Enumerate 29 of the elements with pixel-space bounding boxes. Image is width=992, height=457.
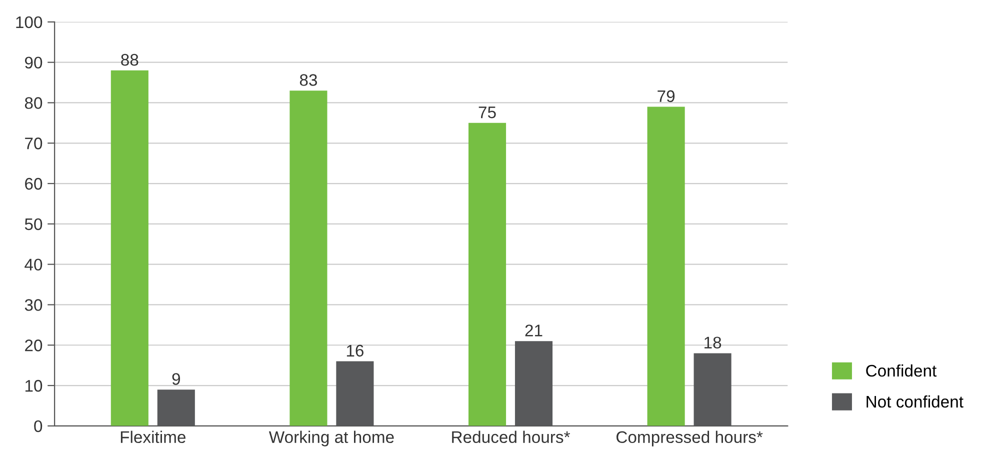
y-tick-label: 40 xyxy=(24,258,42,271)
y-tick-label: 90 xyxy=(25,56,42,69)
y-tick-label: 30 xyxy=(24,299,42,311)
data-label: 75 xyxy=(478,106,496,118)
x-tick-label: Reduced hours* xyxy=(452,430,570,444)
y-tick-label: 70 xyxy=(25,138,42,150)
x-tick-label: Working at home xyxy=(268,430,394,446)
x-tick-label: Flexitime xyxy=(120,430,186,444)
legend-label: Not confident xyxy=(866,395,964,408)
x-tick-label: Compressed hours* xyxy=(616,430,763,446)
y-tick-label: 60 xyxy=(25,178,42,190)
data-label: 9 xyxy=(172,373,180,385)
y-tick-label: 100 xyxy=(16,16,42,28)
y-tick-label: 50 xyxy=(24,218,42,230)
bar xyxy=(290,90,328,426)
data-label: 16 xyxy=(346,344,364,357)
data-label: 21 xyxy=(525,324,542,336)
y-tick-label: 80 xyxy=(24,97,42,109)
y-tick-label: 20 xyxy=(25,340,42,352)
data-label: 18 xyxy=(704,336,722,349)
y-tick-label: 10 xyxy=(25,380,42,392)
data-label: 79 xyxy=(658,90,675,102)
legend-label: Confident xyxy=(866,364,937,377)
bar xyxy=(110,70,148,426)
data-label: 88 xyxy=(121,54,138,66)
bar xyxy=(468,122,506,426)
y-tick-label: 0 xyxy=(34,420,42,432)
bar xyxy=(647,106,685,426)
data-label: 83 xyxy=(300,74,317,86)
